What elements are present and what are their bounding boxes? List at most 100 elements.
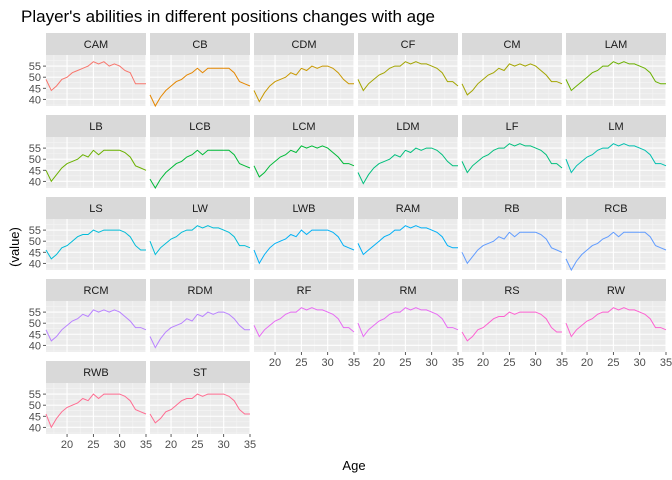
x-axis-title: Age (342, 458, 365, 473)
facet-panel: CF (357, 33, 459, 106)
series-line-cb (149, 67, 251, 108)
facet-strip (150, 361, 250, 383)
x-tick-label: 20 (477, 357, 489, 369)
facet-strip (566, 197, 666, 219)
facet-panel: RDM (149, 279, 251, 352)
facet-strip-label: LS (89, 203, 102, 215)
facet-strip-label: CB (192, 39, 207, 51)
series-line-rcm (45, 309, 147, 342)
facet-strip-label: RCM (83, 285, 108, 297)
x-tick-label: 25 (191, 439, 203, 451)
panel-background (462, 301, 562, 352)
facet-strip-label: LWB (292, 203, 315, 215)
panel-background (46, 383, 146, 434)
series-line-lcb (149, 149, 251, 189)
y-tick-label: 40 (29, 422, 41, 434)
facet-strip (254, 33, 354, 55)
x-tick-label: 30 (634, 357, 646, 369)
panel-background (46, 55, 146, 106)
x-tick-label: 30 (114, 439, 126, 451)
facet-panel: LDM (357, 115, 459, 188)
facet-panel: LWB (253, 197, 355, 270)
x-tick-label: 20 (581, 357, 593, 369)
x-tick-label: 35 (452, 357, 464, 369)
facet-strip-label: RM (399, 285, 416, 297)
y-tick-label: 45 (29, 165, 41, 177)
panel-background (150, 301, 250, 352)
x-tick-label: 35 (556, 357, 568, 369)
x-tick-label: 30 (530, 357, 542, 369)
facet-panel: RCB (565, 197, 667, 272)
y-tick-label: 55 (29, 225, 41, 237)
facet-panel: CB (149, 33, 251, 108)
facet-strip (358, 33, 458, 55)
panel-background (150, 383, 250, 434)
facet-strip-label: RS (504, 285, 519, 297)
x-tick-label: 35 (244, 439, 256, 451)
facet-strip (46, 115, 146, 137)
x-tick-label: 20 (165, 439, 177, 451)
facet-panel: LCB (149, 115, 251, 189)
facet-strip (254, 197, 354, 219)
facet-strip-label: RDM (187, 285, 212, 297)
facet-strip (462, 279, 562, 301)
y-tick-label: 50 (29, 400, 41, 412)
facet-strip (566, 33, 666, 55)
facet-strip (46, 361, 146, 383)
facet-strip-label: RF (297, 285, 312, 297)
facet-strip-label: LW (192, 203, 208, 215)
panel-background (46, 301, 146, 352)
facet-strip (150, 279, 250, 301)
panel-background (462, 55, 562, 106)
facet-strip-label: LDM (396, 121, 419, 133)
facet-panel: CDM (253, 33, 355, 106)
x-tick-label: 35 (348, 357, 360, 369)
facet-strip-label: LB (89, 121, 102, 133)
series-line-rb (461, 231, 563, 265)
series-line-rcb (565, 231, 667, 272)
series-line-cdm (253, 65, 354, 103)
y-tick-label: 45 (29, 83, 41, 95)
panel-background (150, 219, 250, 270)
facet-panel: RS 20 25 30 35 (461, 279, 568, 369)
facet-panel: LF (461, 115, 563, 188)
series-line-lb (45, 149, 147, 183)
facet-strip (462, 33, 562, 55)
y-tick-label: 55 (29, 307, 41, 319)
facet-strip-label: LCB (189, 121, 210, 133)
panel-background (462, 219, 562, 270)
series-line-lm (565, 143, 667, 174)
series-line-ldm (357, 147, 458, 185)
series-line-rs (461, 311, 562, 342)
y-tick-label: 50 (29, 154, 41, 166)
series-line-rwb (45, 393, 147, 429)
facet-panel: LAM (565, 33, 667, 106)
panel-background (566, 219, 666, 270)
facet-strip-label: ST (193, 367, 207, 379)
facet-strip-label: CAM (84, 39, 108, 51)
x-tick-label: 25 (295, 357, 307, 369)
panel-background (46, 219, 146, 270)
series-line-lf (461, 143, 563, 174)
panel-background (254, 137, 354, 188)
series-line-cf (357, 61, 459, 92)
panel-background (566, 137, 666, 188)
facet-strip (254, 279, 354, 301)
facet-strip (462, 197, 562, 219)
series-line-rdm (149, 311, 250, 349)
facet-panel: RF 20 25 30 35 (253, 279, 360, 369)
y-tick-label: 50 (29, 236, 41, 248)
facet-strip (358, 115, 458, 137)
x-tick-label: 20 (61, 439, 73, 451)
panel-background (150, 137, 250, 188)
facet-strip (46, 279, 146, 301)
x-tick-label: 30 (426, 357, 438, 369)
facet-strip-label: CM (503, 39, 520, 51)
facet-panel: RAM (357, 197, 459, 270)
x-tick-label: 25 (503, 357, 515, 369)
series-line-lcm (253, 145, 355, 178)
